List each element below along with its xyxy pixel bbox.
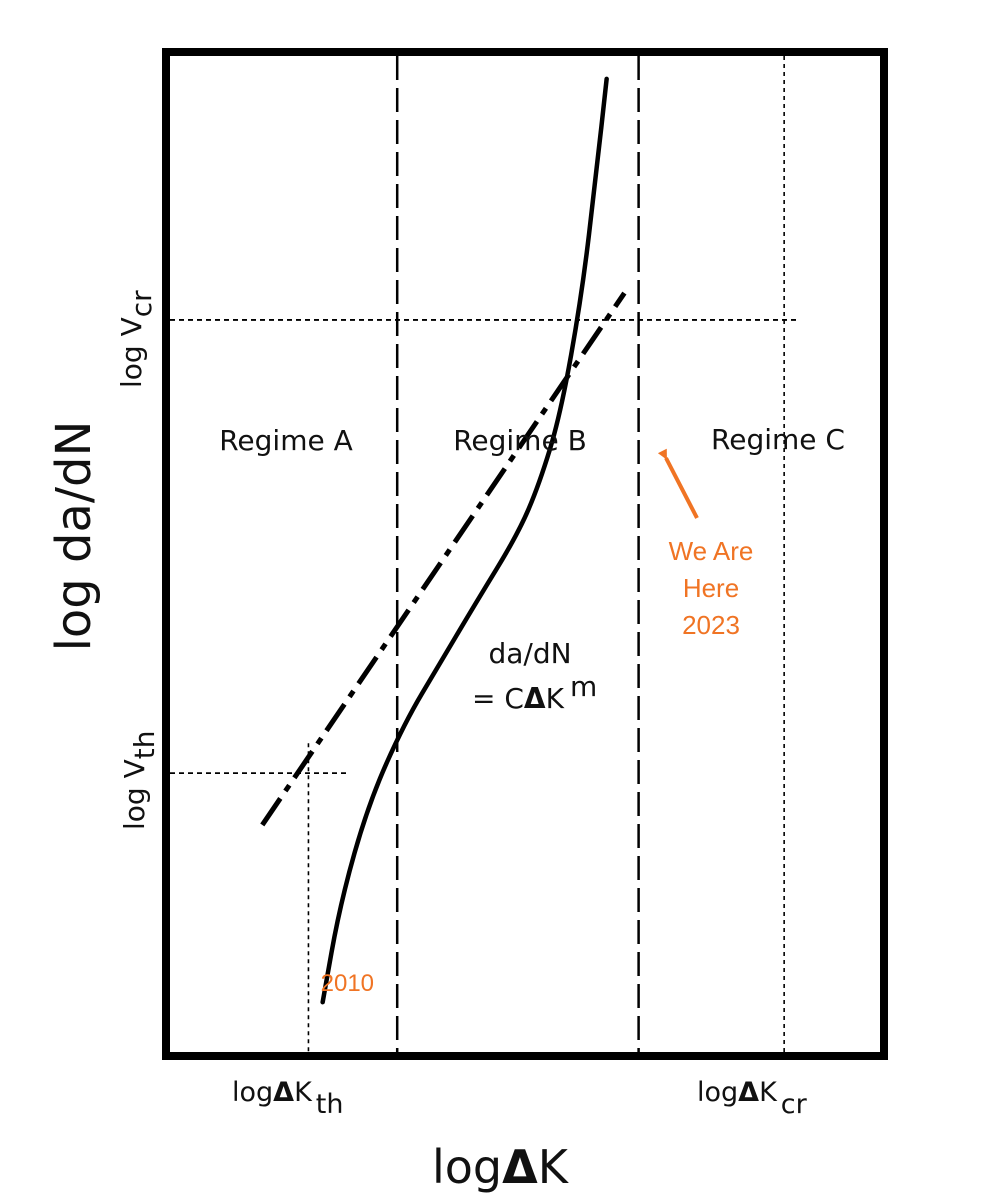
x-axis-title: logΔK (432, 1140, 570, 1194)
x-tick-dk-cr: logΔK cr (697, 1077, 808, 1120)
x-tick-dk-cr-delta: Δ (738, 1077, 759, 1108)
x-tick-dk-th: logΔK th (232, 1077, 344, 1120)
annotation-2010: 2010 (321, 970, 374, 997)
y-tick-v-th-main: log V (118, 759, 151, 830)
x-tick-dk-th-k: K (294, 1077, 313, 1108)
we-are-here-annotation: We Are Here 2023 (657, 448, 754, 640)
we-are-here-line-1: We Are (669, 536, 754, 566)
x-axis-title-prefix: log (432, 1140, 502, 1194)
x-axis-title-delta: Δ (502, 1140, 538, 1194)
x-tick-dk-th-prefix: log (232, 1077, 273, 1108)
reference-lines (170, 56, 799, 1052)
regime-a-label: Regime A (219, 424, 353, 457)
crack-growth-curve (320, 76, 609, 1005)
x-tick-dk-cr-sub: cr (781, 1089, 808, 1120)
we-are-here-line-2: Here (683, 573, 739, 603)
y-tick-v-cr-sub: cr (125, 290, 158, 317)
equation-line-1: da/dN (488, 637, 571, 670)
y-axis-title: log da/dN (46, 421, 102, 652)
x-tick-dk-cr-prefix: log (697, 1077, 738, 1108)
we-are-here-line-3: 2023 (682, 610, 740, 640)
y-tick-v-cr: log Vcr (115, 290, 158, 388)
equation-delta: Δ (524, 682, 546, 715)
x-tick-dk-th-delta: Δ (273, 1077, 294, 1108)
regime-c-label: Regime C (711, 423, 845, 456)
y-tick-v-cr-main: log V (115, 317, 148, 388)
plot-frame (162, 48, 888, 1060)
regime-b-label: Regime B (453, 424, 587, 457)
equation-line-2: = CΔK m (472, 670, 597, 715)
equation-prefix: = C (472, 682, 524, 715)
x-axis-title-k: K (538, 1140, 570, 1194)
x-tick-dk-cr-k: K (759, 1077, 778, 1108)
equation-exponent: m (570, 670, 597, 703)
equation-k: K (546, 682, 565, 715)
y-tick-v-th-sub: th (128, 731, 161, 760)
x-tick-dk-th-sub: th (316, 1089, 344, 1120)
we-are-here-arrow (657, 448, 699, 519)
y-tick-v-th: log Vth (118, 731, 161, 830)
